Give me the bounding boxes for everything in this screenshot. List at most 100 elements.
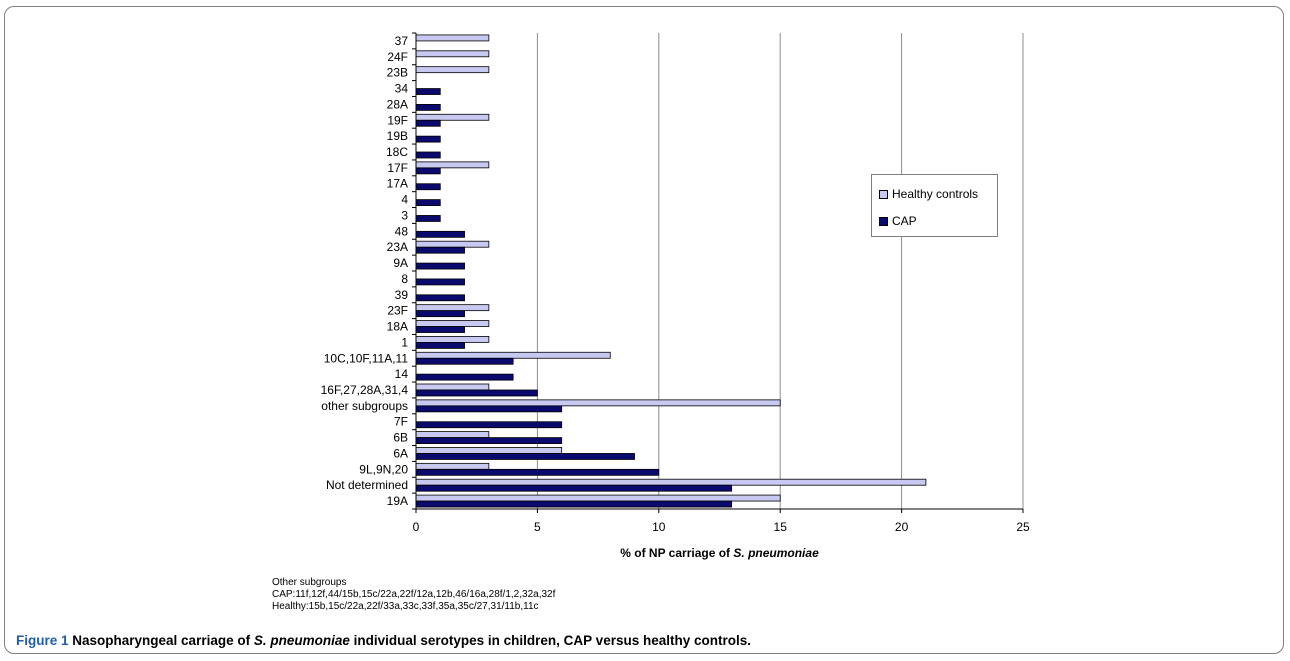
bar-cap-23 (415, 405, 563, 413)
x-tick-label-3: 15 (774, 520, 788, 534)
caption-text-after: individual serotypes in children, CAP ve… (349, 633, 751, 648)
y-tick-label-5: 19F (387, 113, 408, 127)
bar-cap-25 (415, 437, 563, 445)
bar-healthy-29 (415, 494, 781, 502)
y-tick-label-19: 1 (401, 335, 408, 349)
y-tick-label-7: 18C (386, 145, 408, 159)
y-tick-label-0: 37 (395, 34, 409, 48)
bar-healthy-18 (415, 320, 490, 327)
figure-caption: Figure 1 Nasopharyngeal carriage of S. p… (16, 633, 751, 648)
x-axis-title-italic: S. pneumoniae (733, 546, 819, 560)
bar-cap-13 (415, 246, 465, 254)
bar-healthy-19 (415, 335, 490, 343)
bar-cap-26 (415, 453, 635, 460)
bar-cap-20 (415, 357, 514, 365)
bar-healthy-13 (415, 240, 490, 248)
y-tick-label-22: 16F,27,28A,31,4 (321, 383, 409, 397)
y-tick-label-16: 39 (395, 288, 409, 302)
bar-healthy-0 (415, 34, 490, 42)
y-tick-label-10: 4 (401, 193, 408, 207)
bar-cap-16 (415, 294, 465, 302)
y-tick-label-26: 6A (393, 446, 408, 460)
bar-cap-18 (415, 326, 465, 333)
bar-healthy-2 (415, 66, 490, 74)
y-tick-label-2: 23B (387, 66, 408, 80)
bar-healthy-20 (415, 351, 611, 359)
y-tick-label-17: 23F (387, 304, 408, 318)
y-tick-label-3: 34 (395, 82, 409, 96)
y-tick-label-29: 19A (387, 494, 408, 508)
y-tick-label-25: 6B (393, 431, 408, 445)
bar-cap-6 (415, 135, 441, 143)
bar-cap-21 (415, 373, 514, 381)
footnote-cap: CAP:11f,12f,44/15b,15c/22a,22f/12a,12b,4… (272, 589, 556, 600)
y-tick-label-15: 8 (401, 272, 408, 286)
y-tick-label-1: 24F (387, 50, 408, 64)
bar-healthy-1 (415, 50, 490, 58)
bar-cap-7 (415, 151, 441, 159)
bar-cap-14 (415, 262, 465, 270)
legend-label-healthy: Healthy controls (892, 187, 979, 201)
bar-cap-3 (415, 88, 441, 95)
x-tick-label-2: 10 (652, 520, 666, 534)
bar-cap-24 (415, 421, 563, 429)
x-tick-label-5: 25 (1016, 520, 1030, 534)
bar-cap-19 (415, 341, 465, 349)
bar-healthy-26 (415, 447, 563, 454)
bar-healthy-5 (415, 113, 490, 121)
y-tick-label-8: 17F (387, 161, 408, 175)
bar-healthy-25 (415, 431, 490, 439)
legend-swatch-cap (879, 216, 888, 226)
x-tick-label-1: 5 (534, 520, 541, 534)
legend-label-cap: CAP (892, 214, 917, 228)
x-axis-title: % of NP carriage of S. pneumoniae (620, 546, 819, 560)
y-tick-label-9: 17A (387, 177, 408, 191)
caption-italic: S. pneumoniae (253, 633, 350, 648)
bar-healthy-28 (415, 478, 927, 486)
bar-cap-27 (415, 468, 660, 476)
bar-cap-9 (415, 183, 441, 191)
bar-cap-22 (415, 389, 538, 397)
bar-cap-17 (415, 310, 465, 318)
legend-item-cap: CAP (879, 214, 917, 228)
y-tick-label-27: 9L,9N,20 (359, 462, 408, 476)
bar-cap-12 (415, 230, 465, 238)
y-tick-label-14: 9A (393, 256, 408, 270)
bar-cap-28 (415, 484, 733, 492)
x-axis-title-text: % of NP carriage of (620, 546, 733, 560)
bar-healthy-8 (415, 161, 490, 169)
bar-healthy-22 (415, 383, 490, 391)
y-tick-label-13: 23A (387, 240, 408, 254)
y-tick-label-18: 18A (387, 320, 408, 334)
figure-frame (4, 6, 1284, 654)
bar-cap-8 (415, 167, 441, 175)
y-tick-label-21: 14 (395, 367, 409, 381)
x-tick-label-4: 20 (895, 520, 909, 534)
bar-cap-10 (415, 199, 441, 207)
y-tick-label-11: 3 (401, 208, 408, 222)
figure-label: Figure 1 (16, 633, 69, 648)
bar-healthy-17 (415, 304, 490, 312)
y-tick-label-6: 19B (387, 129, 408, 143)
bar-cap-5 (415, 119, 441, 127)
x-tick-label-0: 0 (413, 520, 420, 534)
chart-legend: Healthy controls CAP (871, 174, 998, 237)
y-tick-label-4: 28A (387, 97, 408, 111)
y-tick-label-24: 7F (394, 415, 408, 429)
bar-cap-11 (415, 215, 441, 222)
bar-cap-29 (415, 500, 733, 508)
bar-healthy-27 (415, 462, 490, 470)
caption-text-before: Nasopharyngeal carriage of (68, 633, 254, 648)
bar-healthy-23 (415, 399, 781, 407)
y-tick-label-28: Not determined (326, 478, 408, 492)
legend-swatch-healthy (879, 189, 888, 199)
legend-item-healthy: Healthy controls (879, 187, 978, 201)
footnotes: Other subgroups CAP:11f,12f,44/15b,15c/2… (272, 577, 555, 613)
bar-cap-4 (415, 104, 441, 111)
y-tick-label-23: other subgroups (321, 399, 408, 413)
footnote-title: Other subgroups (272, 577, 347, 588)
bar-cap-15 (415, 278, 465, 286)
footnote-healthy: Healthy:15b,15c/22a,22f/33a,33c,33f,35a,… (272, 601, 539, 612)
y-tick-label-20: 10C,10F,11A,11 (324, 351, 409, 365)
